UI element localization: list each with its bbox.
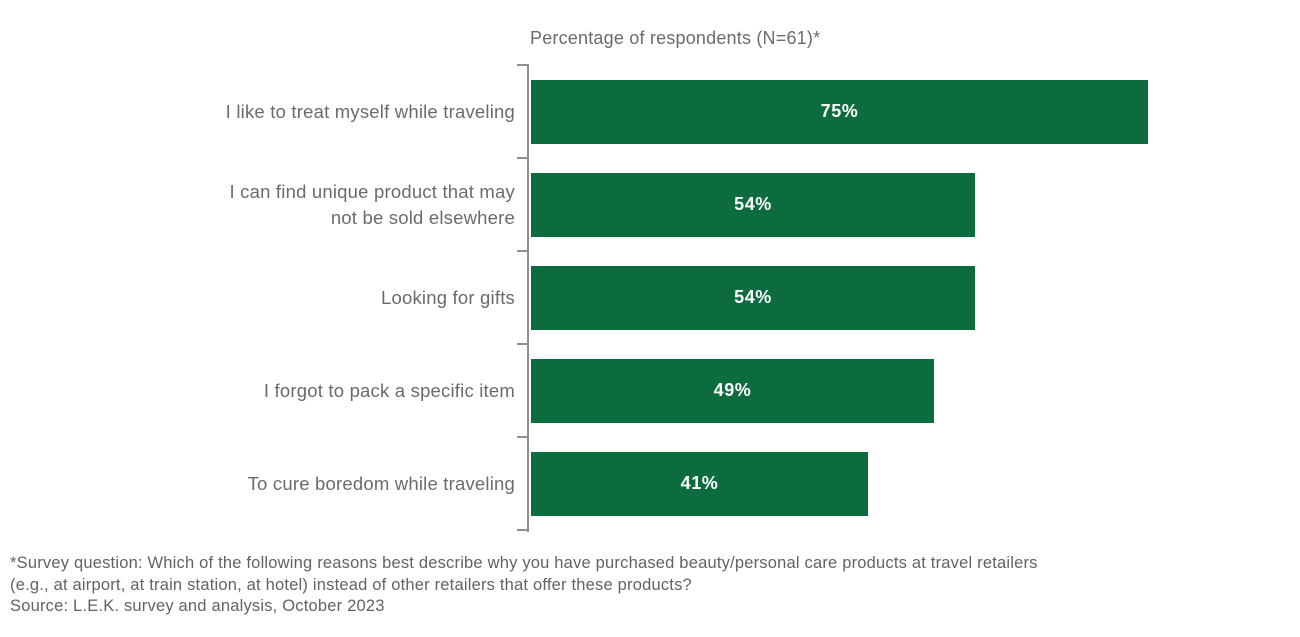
bar-value-label: 54% — [734, 287, 772, 307]
footnote-line-2: (e.g., at airport, at train station, at … — [10, 575, 692, 594]
category-label: I forgot to pack a specific item — [263, 379, 515, 401]
bar-area: 54% — [528, 158, 1300, 251]
bar-row: To cure boredom while traveling 41% — [0, 437, 1300, 530]
bar-value-label: 49% — [713, 380, 752, 400]
footnote: *Survey question: Which of the following… — [10, 553, 1038, 618]
bar-area: 54% — [528, 251, 1300, 344]
bar-1[interactable]: 75% — [531, 79, 1148, 144]
bar-4[interactable]: 49% — [531, 358, 934, 423]
axis-tick — [517, 250, 528, 252]
bar-5[interactable]: 41% — [531, 451, 868, 516]
axis-tick — [517, 436, 528, 438]
bar-3[interactable]: 54% — [531, 265, 975, 330]
bar-area: 49% — [528, 344, 1300, 437]
bar-area: 75% — [528, 65, 1300, 158]
category-label: Looking for gifts — [380, 286, 515, 308]
axis-tick — [517, 64, 528, 66]
footnote-line-1: *Survey question: Which of the following… — [10, 554, 1038, 572]
axis-tick — [517, 343, 528, 345]
source-line: Source: L.E.K. survey and analysis, Octo… — [10, 597, 385, 615]
axis-tick — [517, 529, 528, 531]
bar-chart: I like to treat myself while traveling 75… — [0, 64, 1300, 532]
category-label: To cure boredom while traveling — [247, 472, 515, 494]
chart-title: Percentage of respondents (N=61)* — [530, 28, 821, 48]
axis-tick — [517, 157, 528, 159]
bar-row: I forgot to pack a specific item 49% — [0, 344, 1300, 437]
bar-area: 41% — [528, 437, 1300, 530]
bar-value-label: 75% — [820, 101, 859, 121]
bar-row: I can find unique product that may not b… — [0, 158, 1300, 251]
bar-value-label: 41% — [680, 473, 719, 493]
bar-value-label: 54% — [734, 194, 772, 214]
category-label: I can find unique product that may not b… — [229, 180, 515, 228]
bar-rows: I like to treat myself while traveling 75… — [0, 65, 1300, 530]
bar-row: I like to treat myself while traveling 75… — [0, 65, 1300, 158]
category-label: I like to treat myself while traveling — [225, 100, 515, 122]
bar-2[interactable]: 54% — [531, 172, 975, 237]
bar-row: Looking for gifts 54% — [0, 251, 1300, 344]
y-axis-line — [527, 64, 529, 532]
